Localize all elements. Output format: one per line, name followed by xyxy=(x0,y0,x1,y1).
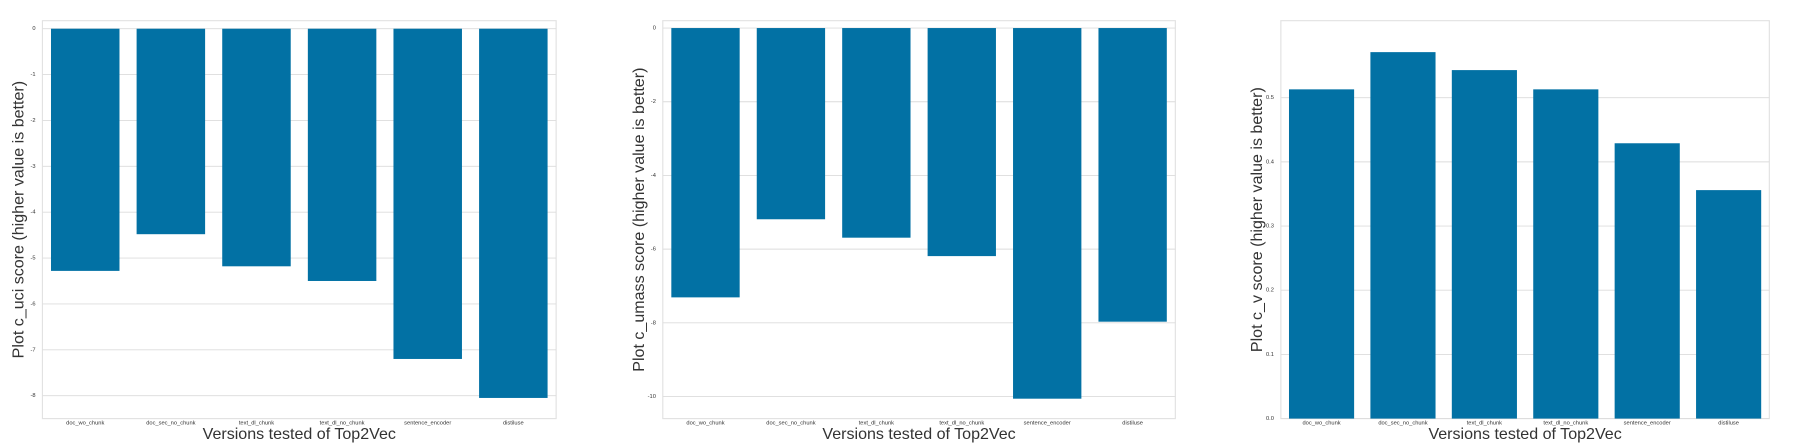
plot-frame xyxy=(41,20,557,420)
bar xyxy=(222,28,291,267)
bar xyxy=(136,28,206,235)
y-tick-label: 0.2 xyxy=(1266,288,1274,294)
bar xyxy=(50,28,120,271)
x-tick-label: doc_wo_chunk xyxy=(66,421,104,427)
y-tick-label: -6 xyxy=(651,247,656,253)
x-tick-label: sentence_encoder xyxy=(1024,421,1071,427)
y-tick-label: -1 xyxy=(30,72,35,78)
x-axis-label: Versions tested of Top2Vec xyxy=(822,425,1015,443)
y-tick-label: -8 xyxy=(651,320,656,326)
x-tick-label: doc_sec_no_chunk xyxy=(1378,421,1427,427)
bar xyxy=(1098,28,1167,322)
bar xyxy=(756,28,826,220)
y-tick-label: 0 xyxy=(653,26,656,32)
bar xyxy=(1013,28,1082,399)
x-tick-label: text_dl_chunk xyxy=(859,421,894,427)
x-tick-label: distiluse xyxy=(503,421,524,427)
x-tick-label: doc_sec_no_chunk xyxy=(766,421,815,427)
y-axis-label: Plot c_v score (higher value is better) xyxy=(1248,87,1266,352)
bar xyxy=(479,28,548,398)
x-tick-label: text_dl_chunk xyxy=(1467,421,1502,427)
bar xyxy=(307,28,377,281)
y-tick-label: -10 xyxy=(648,394,656,400)
y-tick-label: -4 xyxy=(651,173,657,179)
y-tick-label: 0.1 xyxy=(1266,352,1274,358)
bar xyxy=(1451,70,1517,419)
x-axis-label: Versions tested of Top2Vec xyxy=(1428,425,1621,443)
bar xyxy=(842,28,911,238)
y-tick-label: 0.5 xyxy=(1266,95,1274,101)
plot-frame xyxy=(662,20,1176,420)
x-tick-label: doc_sec_no_chunk xyxy=(146,421,195,427)
bar xyxy=(393,28,462,359)
x-tick-label: doc_wo_chunk xyxy=(1302,421,1340,427)
y-tick-label: 0.3 xyxy=(1266,224,1274,230)
x-tick-label: distiluse xyxy=(1718,421,1739,427)
y-tick-label: -2 xyxy=(651,99,656,105)
bar xyxy=(927,28,996,257)
bar xyxy=(1288,89,1355,419)
bar xyxy=(1533,89,1599,419)
x-tick-label: sentence_encoder xyxy=(1624,421,1671,427)
x-tick-label: text_dl_no_chunk xyxy=(939,421,984,427)
x-tick-label: sentence_encoder xyxy=(404,421,451,427)
y-tick-label: 0 xyxy=(32,26,35,32)
y-tick-label: -7 xyxy=(30,347,35,353)
x-tick-label: distiluse xyxy=(1122,421,1143,427)
y-tick-label: -5 xyxy=(30,256,35,262)
y-axis-label: Plot c_umass score (higher value is bett… xyxy=(630,68,648,372)
y-tick-label: -6 xyxy=(30,301,35,307)
x-tick-label: text_dl_no_chunk xyxy=(1543,421,1588,427)
y-axis-label: Plot c_uci score (higher value is better… xyxy=(10,81,28,358)
x-axis-label: Versions tested of Top2Vec xyxy=(203,425,396,443)
bar xyxy=(1696,190,1762,419)
y-tick-label: 0.4 xyxy=(1266,159,1275,165)
y-tick-label: -2 xyxy=(30,118,35,124)
y-tick-label: -3 xyxy=(30,164,35,170)
y-tick-label: -8 xyxy=(30,393,35,399)
x-tick-label: doc_wo_chunk xyxy=(686,421,724,427)
bar xyxy=(671,28,740,298)
x-tick-label: text_dl_no_chunk xyxy=(320,421,365,427)
y-tick-label: 0.0 xyxy=(1266,416,1274,422)
y-tick-label: -4 xyxy=(30,210,36,216)
bar xyxy=(1370,52,1436,419)
bar xyxy=(1614,143,1680,419)
x-tick-label: text_dl_chunk xyxy=(239,421,274,427)
